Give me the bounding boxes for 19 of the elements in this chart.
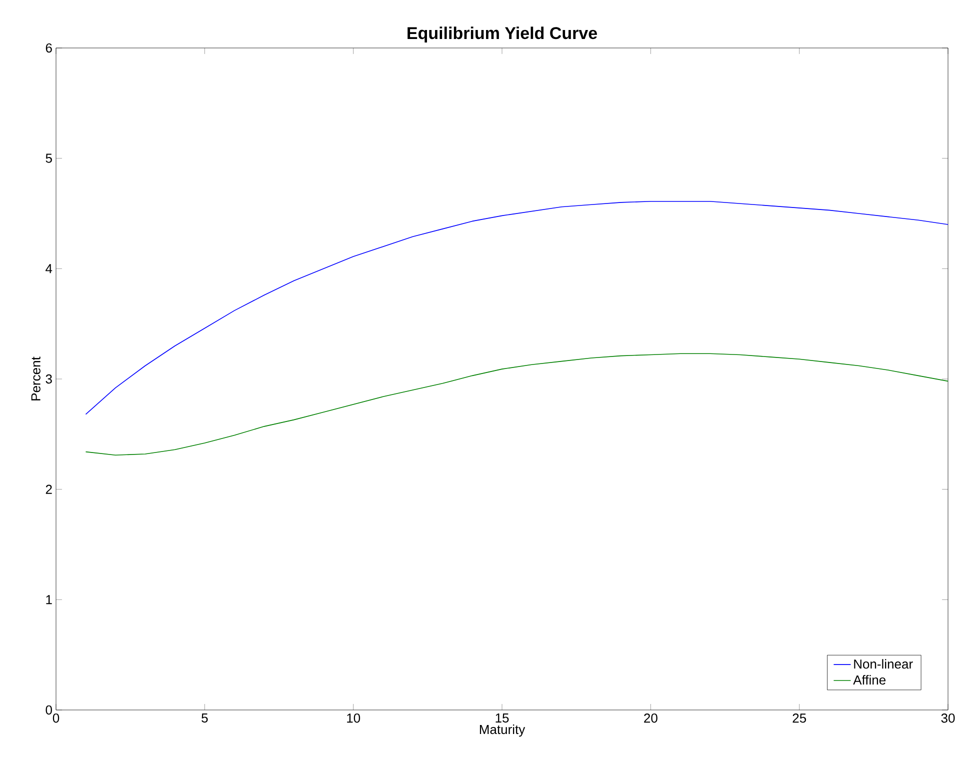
y-tick-label: 6 bbox=[46, 43, 52, 53]
chart-title: Equilibrium Yield Curve bbox=[408, 26, 597, 42]
y-tick-label: 2 bbox=[46, 484, 52, 494]
x-tick-label: 20 bbox=[644, 714, 658, 723]
y-tick-label: 3 bbox=[46, 374, 52, 384]
x-tick-label: 25 bbox=[792, 714, 806, 723]
x-tick-label: 30 bbox=[941, 714, 955, 723]
x-axis-title: Maturity bbox=[480, 724, 526, 737]
legend-label: Affine bbox=[853, 675, 886, 685]
y-tick-label: 0 bbox=[46, 705, 52, 715]
x-tick-label: 15 bbox=[496, 714, 509, 723]
legend-label: Non-linear bbox=[854, 659, 913, 669]
x-tick-label: 5 bbox=[202, 714, 208, 723]
x-tick-label: 0 bbox=[52, 714, 60, 723]
y-axis-title: Percent bbox=[31, 356, 40, 400]
x-tick-label: 10 bbox=[347, 714, 360, 723]
y-tick-label: 4 bbox=[46, 264, 52, 274]
y-tick-label: 1 bbox=[46, 595, 52, 604]
y-tick-label: 5 bbox=[46, 154, 52, 163]
